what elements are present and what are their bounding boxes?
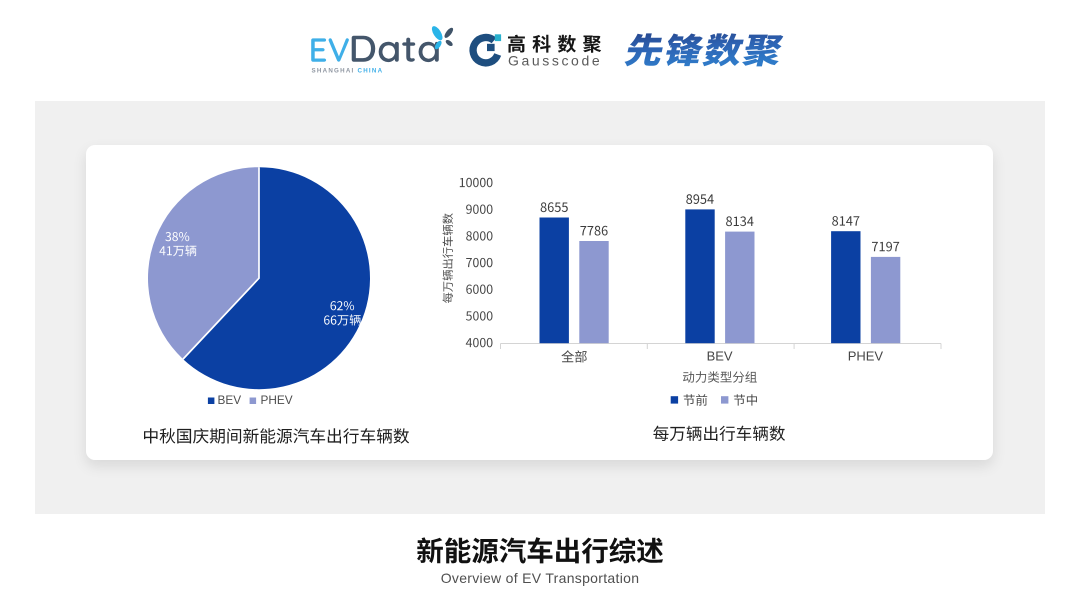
svg-text:Gausscode: Gausscode — [508, 53, 602, 69]
svg-text:BEV: BEV — [707, 349, 733, 364]
svg-text:SHANGHAI CHINA: SHANGHAI CHINA — [312, 68, 384, 75]
svg-text:PHEV: PHEV — [848, 349, 884, 364]
svg-text:Overview of EV Transportation: Overview of EV Transportation — [441, 570, 640, 586]
svg-text:BEV: BEV — [218, 393, 242, 407]
svg-text:PHEV: PHEV — [261, 393, 293, 407]
